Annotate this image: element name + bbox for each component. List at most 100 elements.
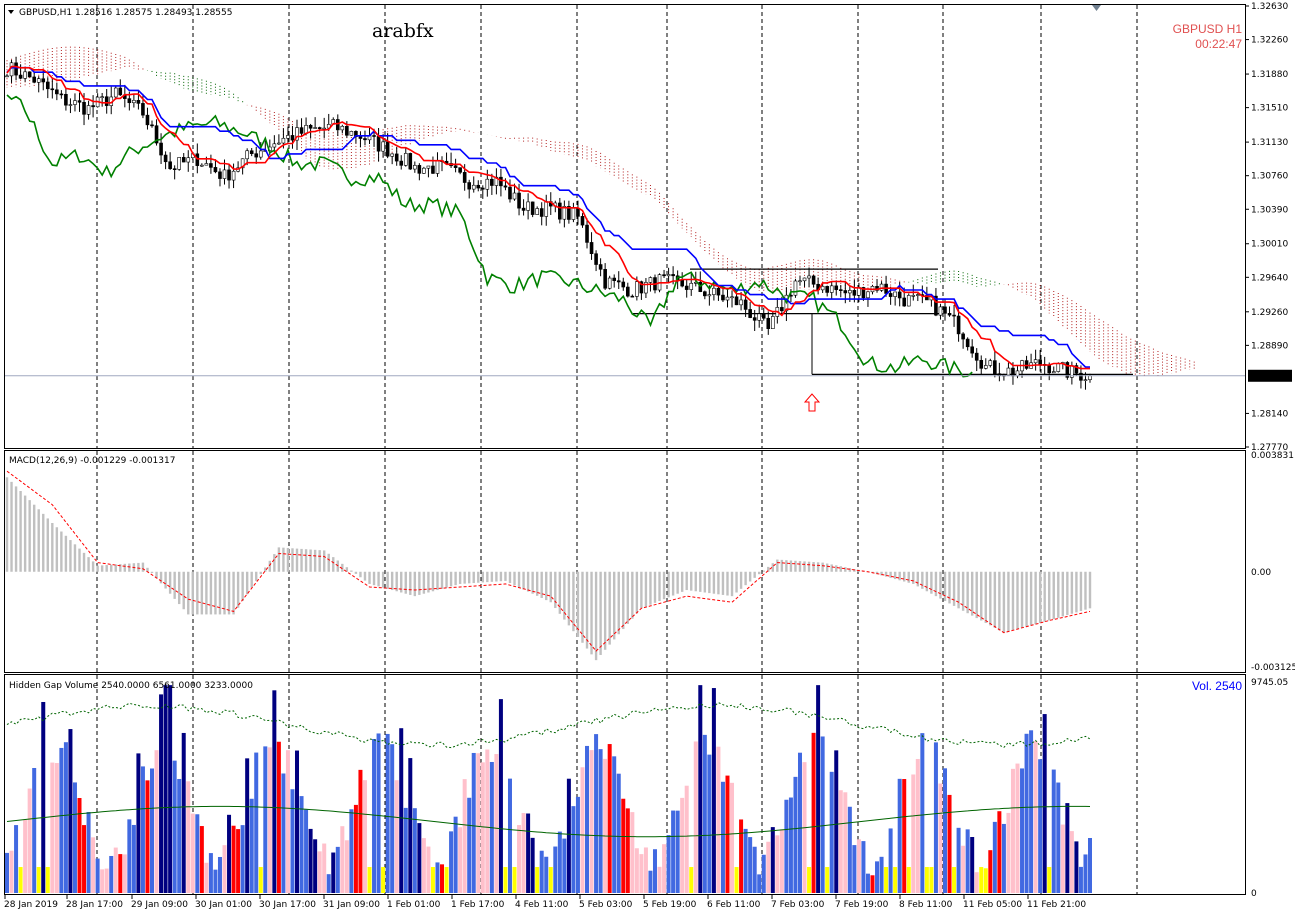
volume-bar	[557, 831, 562, 893]
volume-bar	[526, 813, 531, 893]
volume-bar	[113, 847, 118, 893]
volume-bar	[36, 867, 41, 893]
volume-bar	[168, 685, 173, 893]
volume-bar	[734, 867, 739, 893]
macd-bar	[277, 547, 281, 572]
macd-bar	[762, 570, 765, 572]
macd-bar	[803, 561, 806, 572]
macd-panel-frame	[4, 450, 1246, 673]
x-tick-label: 6 Feb 11:00	[707, 900, 761, 910]
volume-bar	[675, 810, 680, 893]
candle-body	[730, 296, 734, 299]
candle-body	[490, 178, 494, 186]
volume-bar	[698, 685, 703, 893]
price-y-tick-label: 1.30010	[1251, 240, 1288, 250]
volume-bar	[847, 806, 852, 893]
candle-body	[988, 360, 993, 366]
candle-body	[181, 157, 186, 163]
macd-bar	[585, 571, 589, 649]
candle-body	[435, 160, 440, 174]
scroll-marker-icon[interactable]	[1092, 5, 1101, 11]
volume-y-tick-label: 0	[1251, 889, 1257, 899]
candle-body	[32, 76, 36, 83]
candle-body	[879, 283, 884, 291]
macd-bar	[23, 495, 27, 572]
volume-bar	[652, 849, 657, 893]
volume-bar	[603, 758, 608, 893]
candle-body	[521, 207, 526, 211]
volume-bar	[231, 825, 236, 893]
volume-bar	[1006, 812, 1011, 893]
volume-bar	[517, 825, 522, 893]
candle-body	[345, 126, 349, 136]
candle-body	[888, 293, 893, 297]
macd-bar	[10, 481, 13, 572]
x-tick-label: 5 Feb 03:00	[579, 900, 633, 910]
dropdown-triangle-icon[interactable]	[8, 10, 14, 14]
candle-body	[195, 153, 200, 166]
macd-y-tick-label: -0.003125	[1251, 663, 1295, 673]
macd-bar	[572, 571, 575, 632]
macd-bar	[839, 566, 842, 572]
volume-bar	[1088, 838, 1092, 893]
candle-body	[1065, 362, 1070, 378]
candle-body	[426, 165, 431, 169]
volume-bar	[512, 867, 517, 893]
macd-bar	[60, 531, 63, 572]
volume-bar	[983, 868, 988, 893]
volume-bar	[757, 874, 762, 893]
macd-bar	[187, 571, 190, 615]
candle-body	[471, 184, 476, 190]
x-tick-label: 30 Jan 01:00	[195, 900, 252, 910]
macd-bar	[481, 571, 484, 583]
macd-bar	[400, 571, 403, 593]
candle-body	[290, 135, 295, 141]
macd-bar	[46, 518, 49, 572]
macd-bar	[835, 565, 838, 572]
volume-bar	[730, 782, 735, 893]
candle-body	[422, 167, 426, 174]
candle-body	[716, 287, 721, 296]
candle-body	[1033, 359, 1038, 364]
volume-bar	[245, 758, 250, 893]
volume-bar	[408, 758, 413, 893]
price-y-tick-label: 1.31880	[1251, 70, 1288, 80]
volume-bar	[571, 806, 576, 893]
x-tick-label: 4 Feb 11:00	[515, 900, 569, 910]
candle-body	[1038, 359, 1042, 365]
volume-bar	[1078, 866, 1083, 893]
macd-bar	[499, 571, 503, 582]
candle-body	[811, 275, 816, 285]
candle-body	[866, 291, 870, 299]
macd-bar	[1025, 571, 1028, 627]
candle-body	[231, 170, 236, 181]
macd-bar	[96, 565, 99, 572]
macd-bar	[91, 561, 95, 572]
volume-bar	[585, 745, 590, 893]
volume-bar	[716, 746, 721, 893]
macd-histogram	[5, 470, 1092, 661]
macd-bar	[970, 571, 974, 616]
volume-bar	[249, 798, 254, 893]
macd-bar	[37, 509, 40, 572]
volume-bar	[276, 741, 281, 893]
volume-bar	[870, 875, 875, 893]
macd-bar	[472, 571, 475, 584]
candle-body	[512, 192, 517, 200]
volume-bar	[272, 690, 277, 893]
candle-body	[603, 269, 607, 289]
macd-bar	[182, 571, 185, 610]
candle-body	[209, 163, 213, 168]
volume-bar	[440, 864, 445, 893]
macd-bar	[934, 571, 938, 597]
volume-bar	[217, 856, 222, 893]
macd-bar	[268, 560, 272, 572]
volume-bar	[956, 827, 961, 893]
candle-body	[580, 216, 585, 226]
macd-bar	[69, 540, 72, 572]
macd-bar	[848, 568, 852, 572]
volume-bar	[23, 819, 28, 893]
macd-bar	[141, 562, 145, 572]
macd-bar	[907, 571, 910, 583]
